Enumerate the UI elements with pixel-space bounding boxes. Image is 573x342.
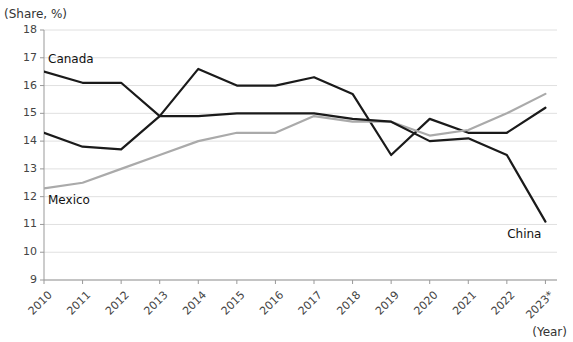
y-tick	[40, 252, 44, 253]
x-tick-label: 2018	[334, 289, 363, 318]
series-line	[44, 94, 545, 188]
x-tick-label: 2022	[489, 289, 518, 318]
grid-line	[44, 141, 557, 142]
y-tick	[40, 224, 44, 225]
y-tick-label: 10	[23, 245, 37, 258]
y-tick	[40, 280, 44, 281]
x-tick	[391, 280, 392, 284]
grid-line	[44, 196, 557, 197]
y-tick-label: 14	[23, 134, 37, 147]
series-label: China	[507, 227, 541, 241]
x-tick	[506, 280, 507, 284]
grid	[44, 30, 557, 280]
x-tick-label: 2012	[103, 289, 132, 318]
y-tick	[40, 113, 44, 114]
x-tick-label: 2020	[412, 289, 441, 318]
y-tick	[40, 141, 44, 142]
grid-line	[44, 85, 557, 86]
x-tick	[429, 280, 430, 284]
plot-area	[44, 69, 545, 222]
x-tick-label: 2017	[296, 289, 325, 318]
y-tick	[40, 85, 44, 86]
x-tick-label: 2011	[64, 289, 93, 318]
series-labels: Canada Mexico China	[48, 52, 541, 241]
grid-line	[44, 224, 557, 225]
y-tick-label: 17	[23, 51, 37, 64]
grid-line	[44, 57, 557, 58]
x-axis-label: (Year)	[532, 325, 567, 339]
y-axis-label: (Share, %)	[4, 7, 67, 21]
x-tick-label: 2013	[142, 289, 171, 318]
x-tick	[236, 280, 237, 284]
series-label: Canada	[48, 52, 94, 66]
x-tick-label: 2023*	[523, 288, 556, 321]
y-tick-label: 16	[23, 79, 37, 92]
y-tick-label: 9	[30, 273, 37, 286]
y-tick	[40, 57, 44, 58]
x-tick	[82, 280, 83, 284]
x-tick	[352, 280, 353, 284]
x-tick	[275, 280, 276, 284]
y-tick-label: 12	[23, 190, 37, 203]
y-tick	[40, 30, 44, 31]
x-tick	[159, 280, 160, 284]
x-tick	[121, 280, 122, 284]
chart: 9 10 11 12 13 14 15 16 17 18 2010 2011 2012 2013 2014 2…	[0, 0, 573, 342]
y-axis-line	[44, 30, 45, 280]
x-tick	[468, 280, 469, 284]
x-tick	[44, 280, 45, 284]
y-tick-label: 18	[23, 23, 37, 36]
x-tick-label: 2016	[257, 289, 286, 318]
series-line	[44, 113, 545, 221]
series-line	[44, 69, 545, 155]
y-tick-label: 15	[23, 106, 37, 119]
axes: 9 10 11 12 13 14 15 16 17 18 2010 2011 2012 2013 2014 2…	[23, 23, 557, 321]
grid-line	[44, 252, 557, 253]
x-tick-label: 2014	[180, 289, 209, 318]
series-label: Mexico	[48, 193, 90, 207]
x-tick-label: 2019	[373, 289, 402, 318]
x-tick-label: 2021	[450, 289, 479, 318]
y-tick	[40, 168, 44, 169]
x-tick	[198, 280, 199, 284]
y-tick	[40, 196, 44, 197]
x-tick	[545, 280, 546, 284]
x-tick-label: 2010	[26, 289, 55, 318]
x-tick-label: 2015	[219, 289, 248, 318]
y-tick-label: 11	[23, 217, 37, 230]
grid-line	[44, 30, 557, 31]
x-tick	[314, 280, 315, 284]
y-tick-label: 13	[23, 162, 37, 175]
